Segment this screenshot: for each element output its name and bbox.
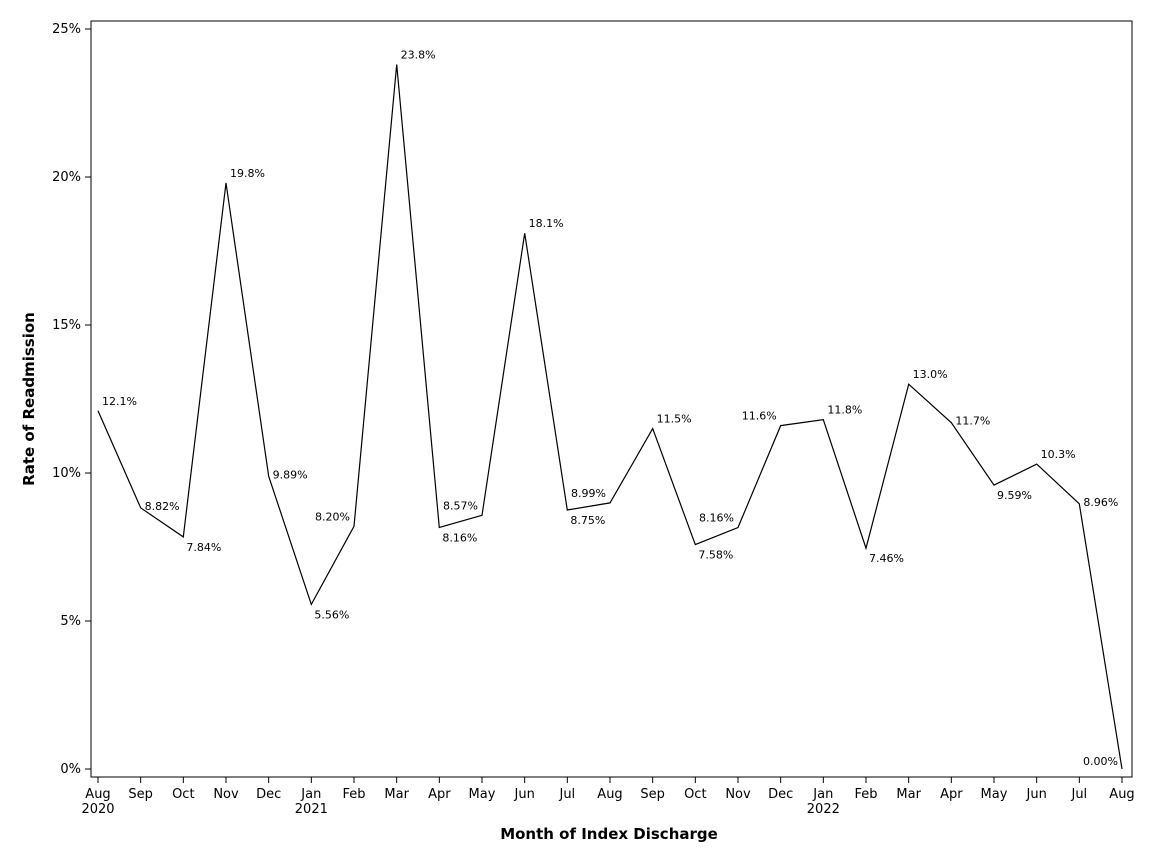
data-label: 13.0% — [913, 368, 948, 381]
data-label: 11.7% — [955, 415, 990, 428]
x-tick-label: Aug — [85, 787, 110, 802]
series-group — [97, 64, 1123, 770]
x-tick-label: Oct — [172, 787, 194, 802]
x-tick-label: Dec — [768, 787, 793, 802]
x-year-label: 2022 — [807, 802, 840, 817]
x-tick-label: Nov — [725, 787, 751, 802]
y-axis: 0% 5% 10% 15% 20% 25% — [52, 22, 91, 777]
data-label: 19.8% — [230, 167, 265, 180]
y-tick-label: 10% — [52, 466, 81, 481]
data-label: 9.89% — [273, 468, 308, 481]
y-tick-label: 15% — [52, 318, 81, 333]
x-tick-label: Oct — [684, 787, 706, 802]
data-label: 11.6% — [742, 410, 777, 423]
y-tick-label: 0% — [60, 762, 81, 777]
data-label: 8.99% — [571, 487, 606, 500]
data-label: 7.84% — [186, 541, 221, 554]
x-tick-label: Apr — [428, 787, 451, 802]
data-label: 8.96% — [1083, 496, 1118, 509]
x-year-label: 2021 — [295, 802, 328, 817]
x-tick-label: May — [469, 787, 496, 802]
data-label: 8.82% — [145, 500, 180, 513]
y-axis-title: Rate of Readmission — [20, 312, 38, 486]
y-tick-label: 5% — [60, 614, 81, 629]
x-tick-label: Jan — [300, 787, 321, 802]
x-tick-label: Dec — [256, 787, 281, 802]
data-label: 9.59% — [997, 489, 1032, 502]
data-label: 8.16% — [699, 511, 734, 524]
x-tick-label: Feb — [342, 787, 365, 802]
data-label: 7.46% — [869, 552, 904, 565]
y-tick-label: 20% — [52, 170, 81, 185]
y-tick-label: 25% — [52, 22, 81, 37]
data-label: 5.56% — [314, 608, 349, 621]
x-axis: Aug Sep Oct Nov Dec Jan Feb Mar Apr May Jun Jul Aug S… — [81, 777, 1135, 817]
x-tick-label: Sep — [128, 787, 153, 802]
x-tick-label: Sep — [640, 787, 665, 802]
x-tick-label: May — [981, 787, 1008, 802]
data-label: 23.8% — [401, 49, 436, 62]
series-line — [97, 64, 1123, 770]
x-tick-label: Nov — [213, 787, 239, 802]
x-tick-label: Mar — [896, 787, 921, 802]
x-tick-label: Jul — [558, 787, 575, 802]
x-year-label: 2020 — [81, 802, 114, 817]
data-label: 8.16% — [442, 531, 477, 544]
x-tick-label: Feb — [854, 787, 877, 802]
x-tick-label: Jun — [1026, 787, 1047, 802]
data-label: 8.20% — [315, 510, 350, 523]
data-label: 12.1% — [102, 395, 137, 408]
x-tick-label: Jul — [1070, 787, 1087, 802]
data-label: 0.00% — [1083, 755, 1118, 768]
data-label: 10.3% — [1041, 448, 1076, 461]
x-tick-label: Apr — [940, 787, 963, 802]
data-label: 8.75% — [570, 514, 605, 527]
data-label: 11.5% — [657, 413, 692, 426]
data-labels: 12.1% 8.82% 7.84% 19.8% 9.89% 5.56% 8.20% 23.8%… — [102, 49, 1118, 768]
x-tick-label: Jun — [514, 787, 535, 802]
plot-frame — [90, 20, 1133, 778]
x-axis-title: Month of Index Discharge — [500, 825, 718, 843]
x-tick-label: Aug — [1109, 787, 1134, 802]
x-tick-label: Mar — [384, 787, 409, 802]
data-label: 11.8% — [827, 404, 862, 417]
x-tick-label: Jan — [812, 787, 833, 802]
data-label: 18.1% — [529, 217, 564, 230]
x-tick-label: Aug — [597, 787, 622, 802]
data-label: 7.58% — [698, 549, 733, 562]
data-label: 8.57% — [443, 499, 478, 512]
